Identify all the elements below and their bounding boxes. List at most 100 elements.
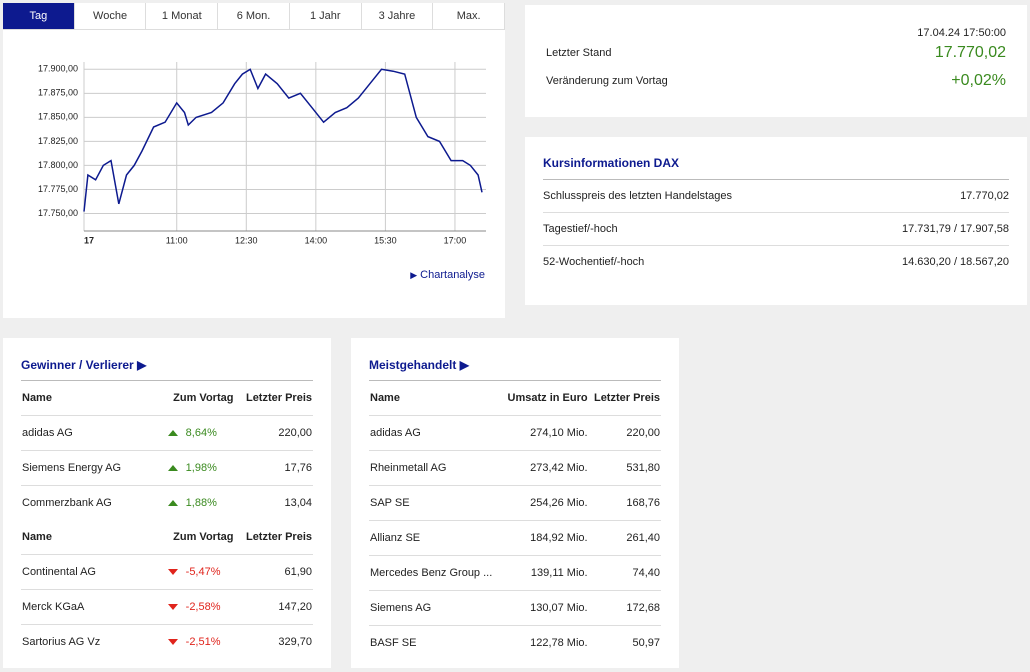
header-row: Name Umsatz in Euro Letzter Preis (369, 381, 661, 416)
y-tick-label: 17.875,00 (38, 88, 78, 98)
tab[interactable]: 6 Mon. (218, 3, 290, 29)
kurs-value: 14.630,20 / 18.567,20 (901, 256, 1009, 268)
change-cell: -2,51% (137, 624, 235, 659)
cell: 273,42 Mio. (501, 450, 589, 486)
cell: Commerzbank AG (21, 485, 138, 520)
cell: Mercedes Benz Group ... (369, 555, 502, 591)
kurs-value: 17.770,02 (960, 190, 1009, 202)
cell: Sartorius AG Vz (21, 624, 138, 659)
column-header: Letzter Preis (593, 392, 660, 404)
tab[interactable]: 1 Monat (146, 3, 219, 29)
x-tick-label: 17 (84, 235, 94, 245)
cell: 130,07 Mio. (501, 590, 589, 626)
most-traded-title-text[interactable]: Meistgehandelt (369, 358, 457, 372)
table-row: adidas AG 274,10 Mio. 220,00 (369, 415, 661, 451)
quote-label: Letzter Stand (546, 47, 612, 59)
change-value: -2,58% (185, 601, 221, 613)
cell: 74,40 (588, 555, 661, 591)
kurs-row: 52-Wochentief/-hoch 14.630,20 / 18.567,20 (543, 245, 1009, 278)
x-tick-label: 12:30 (235, 235, 258, 245)
column-header: Umsatz in Euro (507, 392, 588, 404)
table-row: Continental AG -5,47% 61,90 (21, 554, 313, 590)
tab[interactable]: Max. (433, 3, 506, 29)
cell: 147,20 (234, 589, 313, 625)
x-tick-label: 14:00 (305, 235, 328, 245)
y-tick-label: 17.850,00 (38, 112, 78, 122)
kurs-row: Tagestief/-hoch 17.731,79 / 17.907,58 (543, 212, 1009, 245)
arrow-up (167, 430, 178, 437)
quote-row: Veränderung zum Vortag +0,02% (546, 67, 1006, 95)
cell: 220,00 (588, 415, 661, 451)
cell: 184,92 Mio. (501, 520, 589, 556)
cell: 17,76 (234, 450, 313, 486)
change-cell: -5,47% (137, 554, 235, 590)
tab[interactable]: Tag (3, 3, 75, 29)
tab[interactable]: Woche (75, 3, 147, 29)
column-header: Zum Vortag (173, 392, 234, 404)
kurs-value: 17.731,79 / 17.907,58 (901, 223, 1009, 235)
movers-title[interactable]: Gewinner / Verlierer ▶ (21, 338, 313, 381)
change-value: 1,88% (185, 497, 217, 509)
chart: 17.750,00 17.775,00 17.800,00 17.825,00 17.8… (38, 62, 486, 245)
x-tick-label: 15:30 (374, 235, 397, 245)
column-header: Name (370, 392, 400, 404)
cell: Allianz SE (369, 520, 502, 556)
quote-panel: 17.04.24 17:50:00 Letzter Stand 17.770,02… (525, 5, 1027, 117)
kursinfo-title: Kursinformationen DAX (543, 137, 1009, 180)
column-header: Name (22, 531, 52, 543)
tab[interactable]: 3 Jahre (362, 3, 434, 29)
price-line (83, 68, 483, 212)
tab[interactable]: 1 Jahr (290, 3, 362, 29)
table-row: Sartorius AG Vz -2,51% 329,70 (21, 624, 313, 659)
most-traded-title[interactable]: Meistgehandelt ▶ (369, 338, 661, 381)
arrow-down (167, 569, 178, 576)
cell: Merck KGaA (21, 589, 138, 625)
movers-title-text[interactable]: Gewinner / Verlierer (21, 358, 134, 372)
y-tick-label: 17.800,00 (38, 160, 78, 170)
kurs-label: 52-Wochentief/-hoch (543, 256, 645, 268)
header-row: Name Zum Vortag Letzter Preis (21, 381, 313, 416)
quote-value: 17.770,02 (934, 44, 1006, 61)
cell: 61,90 (234, 554, 313, 590)
x-tick-label: 11:00 (166, 235, 188, 245)
change-cell: -2,58% (137, 589, 235, 625)
cell: 172,68 (588, 590, 661, 626)
change-value: -2,51% (185, 636, 221, 648)
cell: 531,80 (588, 450, 661, 486)
cell: Siemens Energy AG (21, 450, 138, 486)
cell: 139,11 Mio. (501, 555, 589, 591)
column-header: Name (22, 392, 52, 404)
table-row: Rheinmetall AG 273,42 Mio. 531,80 (369, 450, 661, 486)
tab-bar: Tag Woche 1 Monat 6 Mon. 1 Jahr 3 Jahre Max. (3, 3, 506, 30)
cell: Rheinmetall AG (369, 450, 502, 486)
cell: Siemens AG (369, 590, 502, 626)
table-row: Siemens Energy AG 1,98% 17,76 (21, 450, 313, 486)
change-value: 8,64% (185, 427, 217, 439)
quote-row: Letzter Stand 17.770,02 (546, 39, 1006, 67)
chart-link[interactable]: ▶ Chartanalyse (410, 269, 485, 281)
change-cell: 8,64% (137, 415, 235, 451)
cell: 50,97 (588, 625, 661, 660)
kurs-label: Tagestief/-hoch (543, 223, 618, 235)
table-row: adidas AG 8,64% 220,00 (21, 415, 313, 451)
kurs-row: Schlusspreis des letzten Handelstages 17.… (543, 180, 1009, 212)
column-header: Letzter Preis (245, 392, 312, 404)
y-tick-label: 17.750,00 (38, 208, 78, 218)
cell: SAP SE (369, 485, 502, 521)
header-row: Name Zum Vortag Letzter Preis (21, 520, 313, 555)
table-row: Merck KGaA -2,58% 147,20 (21, 589, 313, 625)
cell: 13,04 (234, 485, 313, 520)
quote-value: +0,02% (951, 72, 1006, 89)
cell: Continental AG (21, 554, 138, 590)
column-header: Letzter Preis (245, 531, 312, 543)
cell: BASF SE (369, 625, 502, 660)
movers-table: Name Zum Vortag Letzter Preis adidas AG 8,64… (21, 381, 313, 659)
y-tick-label: 17.900,00 (38, 64, 78, 74)
table-row: BASF SE 122,78 Mio. 50,97 (369, 625, 661, 660)
chart-link-text[interactable]: Chartanalyse (420, 269, 485, 281)
y-tick-label: 17.825,00 (38, 136, 78, 146)
quote-label: Veränderung zum Vortag (546, 75, 668, 87)
arrow-down (167, 604, 178, 611)
arrow-up (167, 500, 178, 507)
